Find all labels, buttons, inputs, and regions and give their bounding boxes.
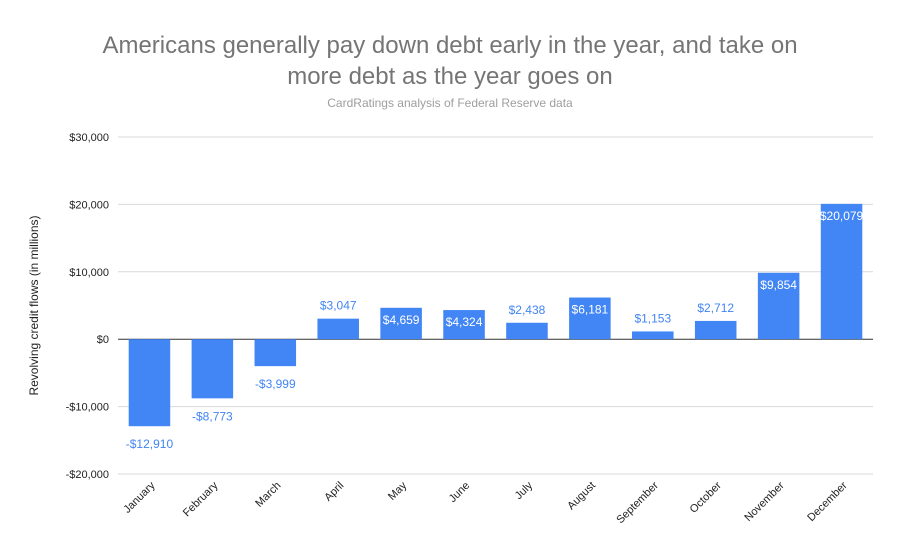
data-label: $4,659 [383, 313, 420, 327]
x-tick-label: December [805, 479, 850, 524]
x-tick-label: August [565, 480, 598, 513]
data-label: $2,712 [697, 301, 734, 315]
bar-march [254, 339, 297, 367]
y-tick-label: $20,000 [69, 199, 109, 211]
chart-subtitle: CardRatings analysis of Federal Reserve … [327, 96, 573, 110]
x-tick-label: January [121, 479, 158, 516]
bar-may [380, 307, 422, 340]
data-label: $2,438 [509, 303, 546, 317]
data-label: $4,324 [446, 315, 483, 329]
data-label: -$8,773 [192, 409, 233, 423]
chart-title: Americans generally pay down debt early … [0, 30, 900, 92]
data-label: -$3,999 [255, 377, 296, 391]
data-label: -$12,910 [126, 437, 174, 451]
y-tick-label: $10,000 [69, 267, 109, 279]
bar-october [694, 320, 737, 340]
bar-january [128, 339, 171, 427]
chart-title-line-1: Americans generally pay down debt early … [102, 32, 798, 59]
x-tick-label: June [447, 480, 472, 505]
x-tick-label: September [614, 479, 661, 526]
x-tick-label: March [253, 480, 283, 510]
bar-june [443, 310, 485, 340]
y-tick-label: -$20,000 [66, 469, 109, 481]
chart-title-line-2: more debt as the year goes on [287, 63, 613, 90]
data-label: $1,153 [634, 311, 671, 325]
y-axis-title: Revolving credit flows (in millions) [27, 215, 41, 395]
bar-december [820, 203, 863, 340]
data-label: $9,854 [760, 278, 797, 292]
bar-september [632, 331, 674, 340]
bar-july [506, 322, 548, 340]
bar-august [569, 297, 611, 340]
x-tick-label: November [742, 479, 787, 524]
x-tick-label: July [513, 479, 536, 502]
data-label: $20,079 [820, 209, 864, 223]
y-tick-label: $30,000 [69, 132, 109, 144]
data-label: $3,047 [320, 299, 357, 313]
y-tick-label: $0 [97, 334, 109, 346]
bar-november [757, 272, 800, 340]
bar-april [317, 318, 359, 340]
x-tick-label: October [688, 479, 724, 515]
x-tick-label: April [322, 480, 346, 504]
data-label: $6,181 [572, 303, 609, 317]
x-tick-label: May [386, 479, 410, 503]
x-tick-label: February [181, 479, 221, 519]
bar-february [191, 339, 234, 399]
y-tick-label: -$10,000 [66, 402, 109, 414]
